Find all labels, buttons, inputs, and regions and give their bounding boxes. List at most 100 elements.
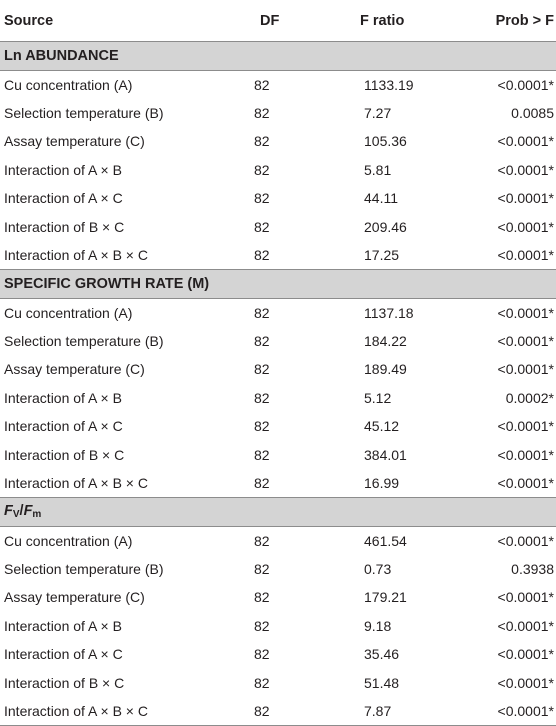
table-row: Assay temperature (C) 82 105.36 <0.0001*	[0, 127, 556, 156]
row-source: Assay temperature (C)	[4, 361, 145, 378]
row-source: Assay temperature (C)	[4, 589, 145, 606]
row-source: Assay temperature (C)	[4, 133, 145, 150]
table-row: Cu concentration (A) 82 1137.18 <0.0001*	[0, 298, 556, 327]
row-source: Interaction of B × C	[4, 446, 125, 463]
row-prob: <0.0001*	[497, 532, 554, 549]
row-source: Interaction of B × C	[4, 674, 125, 691]
row-source: Interaction of A × B × C	[4, 475, 148, 491]
row-f-ratio: 209.46	[364, 218, 407, 235]
row-source: Selection temperature (B)	[4, 332, 164, 349]
row-f-ratio: 16.99	[364, 475, 400, 491]
row-f-ratio: 1137.18	[364, 304, 414, 321]
row-f-ratio: 461.54	[364, 532, 407, 549]
row-f-ratio: 44.11	[364, 190, 398, 207]
row-df: 82	[254, 389, 270, 406]
title-f1: F	[4, 503, 13, 520]
row-source: Interaction of A × B	[4, 389, 122, 406]
row-prob: <0.0001*	[497, 475, 554, 491]
row-f-ratio: 5.12	[364, 389, 392, 406]
row-f-ratio: 35.46	[364, 646, 400, 663]
table-row: Interaction of A × B 82 5.12 0.0002*	[0, 384, 556, 413]
row-prob: <0.0001*	[497, 617, 554, 634]
table-row: Selection temperature (B) 82 0.73 0.3938	[0, 555, 556, 584]
row-prob: <0.0001*	[497, 674, 554, 691]
row-prob: <0.0001*	[497, 161, 554, 178]
section-title: SPECIFIC GROWTH RATE (M)	[0, 269, 556, 299]
row-source: Interaction of A × C	[4, 646, 123, 663]
row-df: 82	[254, 361, 270, 378]
row-df: 82	[254, 589, 270, 606]
row-f-ratio: 7.87	[312, 697, 438, 726]
row-prob: <0.0001*	[497, 133, 554, 150]
table-row: Selection temperature (B) 82 184.22 <0.0001…	[0, 327, 556, 356]
section-header-ln-abundance: Ln ABUNDANCE	[0, 41, 556, 71]
section-title: FV/Fm	[0, 497, 556, 527]
row-source: Cu concentration (A)	[4, 532, 133, 549]
table-row: Interaction of A × B × C 82 7.87 <0.0001*	[0, 697, 556, 726]
table-row: Cu concentration (A) 82 1133.19 <0.0001*	[0, 70, 556, 99]
title-sub2: m	[32, 509, 42, 521]
row-source: Selection temperature (B)	[4, 104, 164, 121]
table-row: Interaction of A × C 82 44.11 <0.0001*	[0, 184, 556, 213]
title-f2: F	[23, 503, 33, 520]
row-prob: <0.0001*	[497, 247, 554, 263]
row-prob: <0.0001*	[438, 697, 556, 726]
table-row: Interaction of A × B × C 82 16.99 <0.0001*	[0, 469, 556, 498]
table-row: Interaction of A × C 82 35.46 <0.0001*	[0, 640, 556, 669]
row-df: 82	[254, 247, 270, 263]
title-slash: /	[19, 503, 24, 520]
table-row: Interaction of B × C 82 384.01 <0.0001*	[0, 441, 556, 470]
row-df: 82	[254, 332, 270, 349]
row-f-ratio: 0.73	[364, 560, 392, 577]
title-sub1: V	[12, 509, 20, 521]
row-f-ratio: 51.48	[364, 674, 400, 691]
row-df: 82	[222, 697, 312, 726]
row-df: 82	[254, 190, 270, 207]
row-source: Cu concentration (A)	[4, 304, 133, 321]
row-f-ratio: 45.12	[364, 418, 400, 435]
row-source: Interaction of A × B	[4, 161, 122, 178]
table-row: Interaction of A × B 82 5.81 <0.0001*	[0, 156, 556, 185]
row-source: Selection temperature (B)	[4, 560, 164, 577]
row-df: 82	[254, 646, 270, 663]
row-prob: 0.0002*	[505, 389, 554, 406]
row-df: 82	[254, 133, 270, 150]
row-prob: <0.0001*	[497, 446, 554, 463]
row-source: Interaction of B × C	[4, 218, 125, 235]
row-prob: <0.0001*	[497, 332, 554, 349]
row-df: 82	[254, 304, 270, 321]
row-prob: <0.0001*	[497, 190, 554, 207]
row-prob: <0.0001*	[497, 304, 554, 321]
header-df: DF	[222, 0, 312, 42]
header-source: Source	[0, 0, 222, 42]
row-prob: <0.0001*	[497, 418, 554, 435]
row-f-ratio: 1133.19	[364, 76, 414, 93]
table-row: Interaction of A × B 82 9.18 <0.0001*	[0, 612, 556, 641]
header-prob: Prob > F	[438, 0, 556, 42]
row-prob: 0.3938	[511, 560, 554, 577]
row-df: 82	[254, 532, 270, 549]
row-prob: 0.0085	[511, 104, 554, 121]
row-source: Interaction of A × B	[4, 617, 122, 634]
row-f-ratio: 5.81	[364, 161, 392, 178]
section-header-specific-growth-rate: SPECIFIC GROWTH RATE (M)	[0, 269, 556, 299]
row-source: Interaction of A × C	[4, 418, 123, 435]
section-title: Ln ABUNDANCE	[0, 41, 556, 71]
row-f-ratio: 105.36	[364, 133, 407, 150]
row-f-ratio: 184.22	[364, 332, 407, 349]
row-f-ratio: 384.01	[364, 446, 407, 463]
row-source: Interaction of A × C	[4, 190, 123, 207]
row-f-ratio: 17.25	[364, 247, 400, 263]
row-df: 82	[254, 617, 270, 634]
row-df: 82	[254, 674, 270, 691]
section-header-fv-fm: FV/Fm	[0, 497, 556, 527]
row-prob: <0.0001*	[497, 646, 554, 663]
row-df: 82	[254, 446, 270, 463]
row-df: 82	[254, 76, 270, 93]
table-row: Cu concentration (A) 82 461.54 <0.0001*	[0, 526, 556, 555]
row-df: 82	[254, 218, 270, 235]
row-prob: <0.0001*	[497, 589, 554, 606]
row-f-ratio: 9.18	[364, 617, 392, 634]
row-f-ratio: 189.49	[364, 361, 407, 378]
